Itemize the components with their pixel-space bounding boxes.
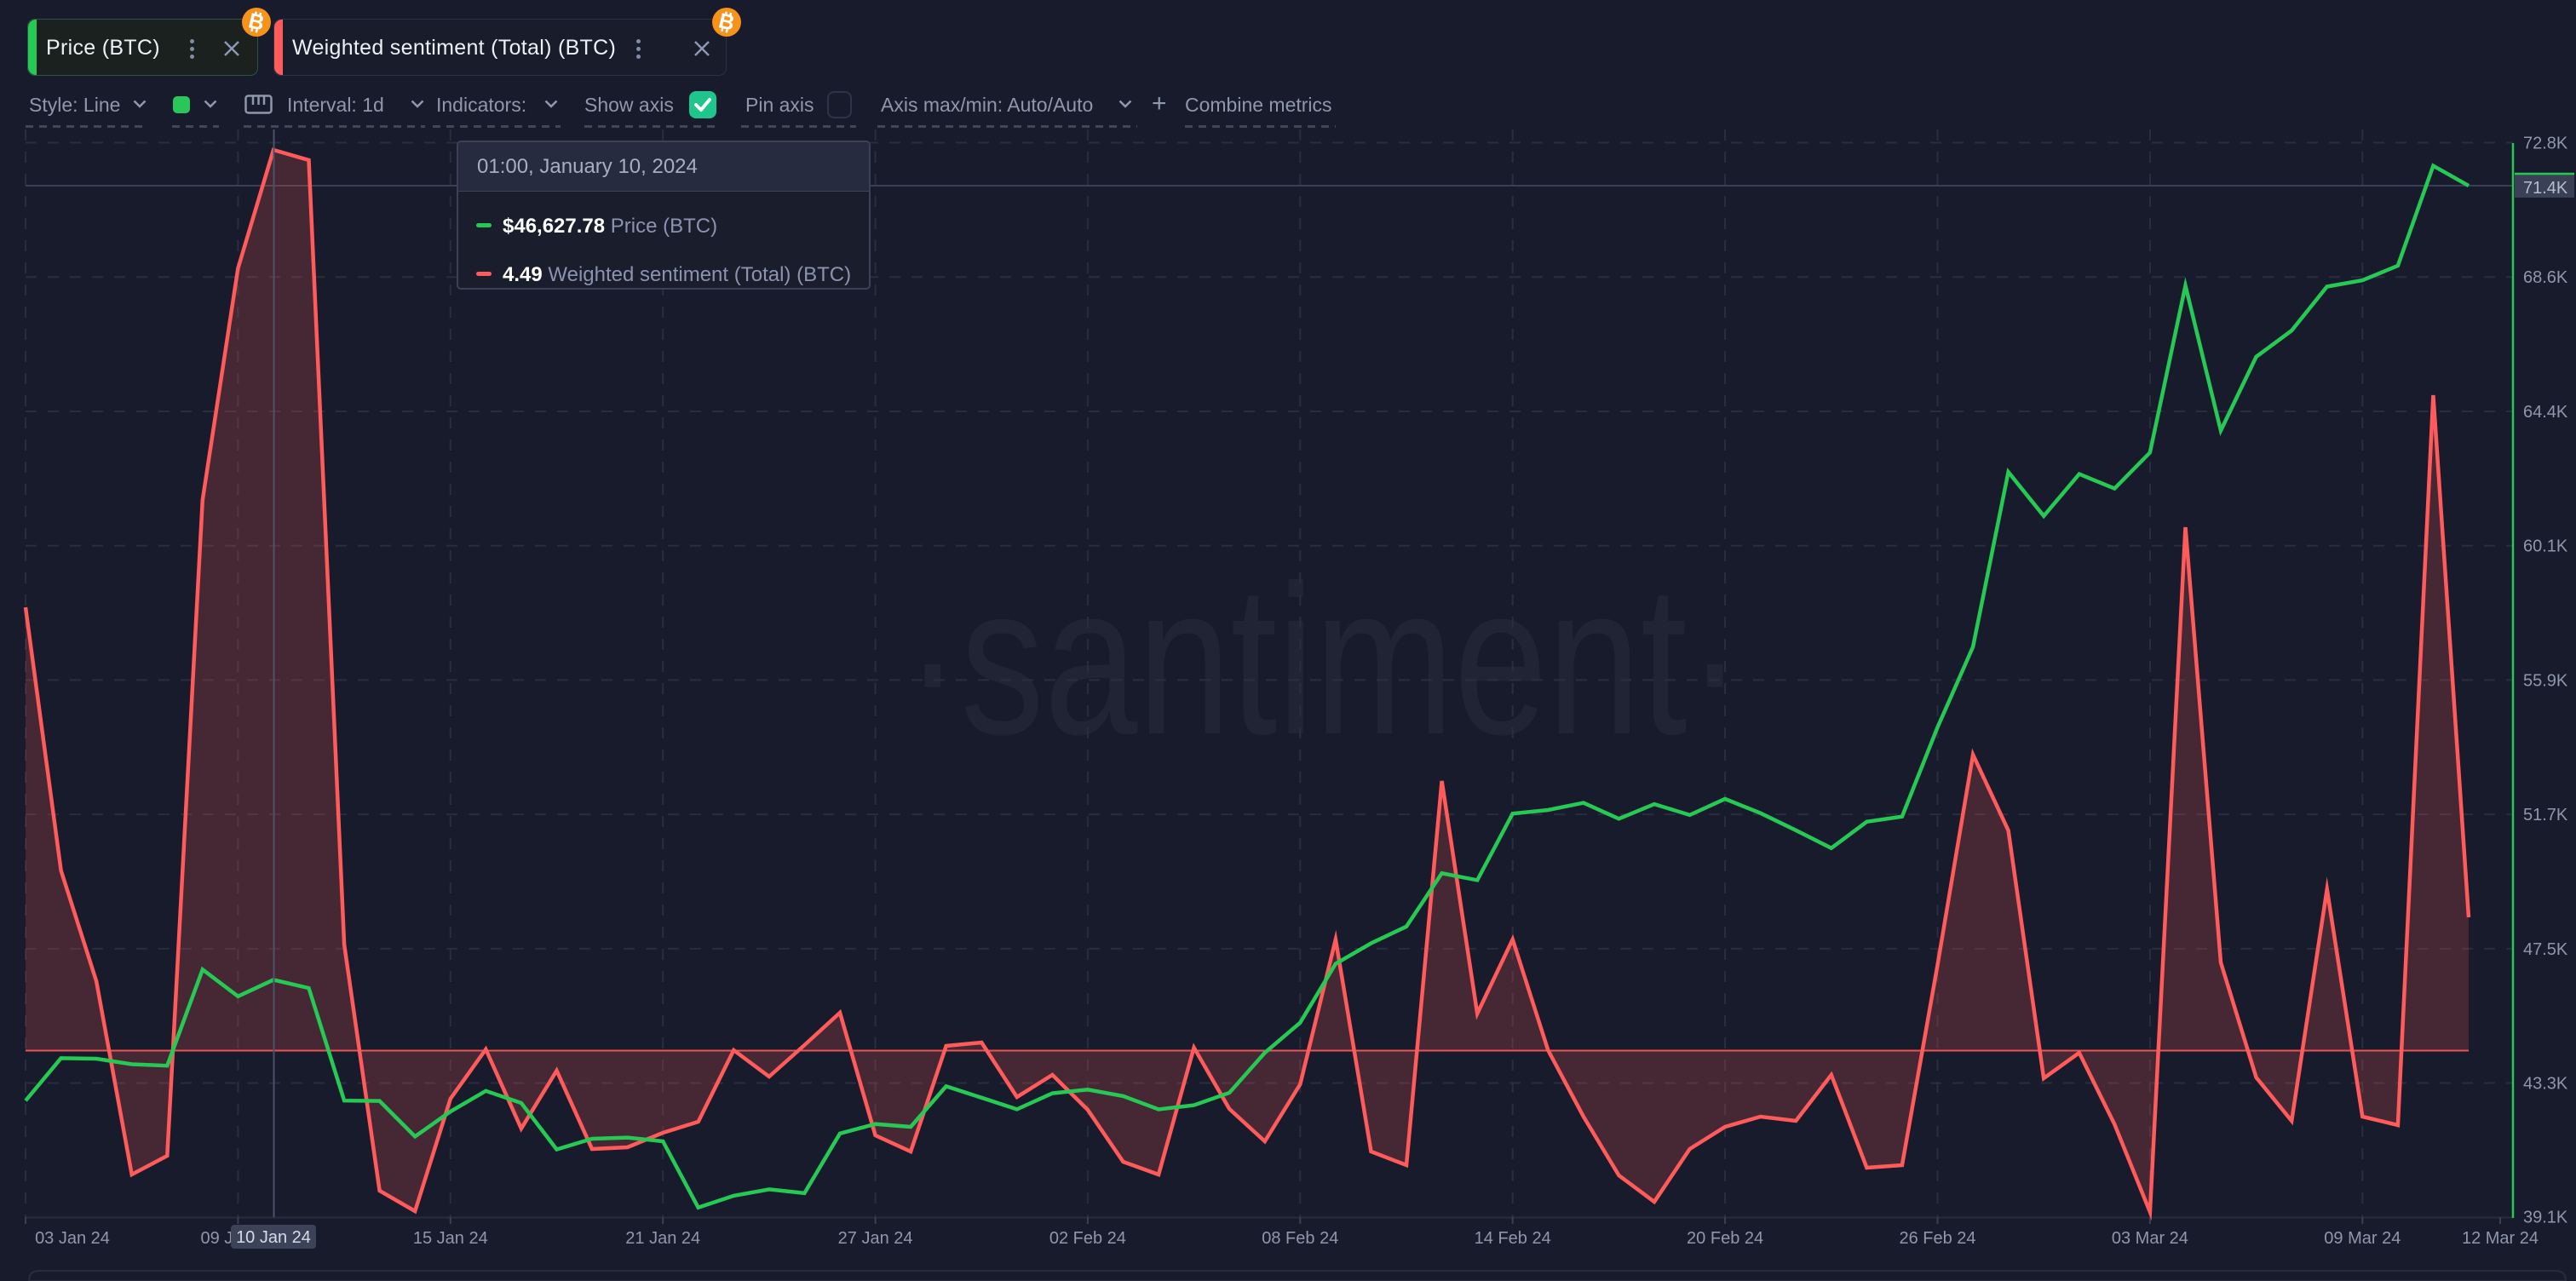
svg-text:27 Jan 24: 27 Jan 24 xyxy=(838,1229,913,1248)
svg-text:12 Mar 24: 12 Mar 24 xyxy=(2462,1229,2539,1248)
svg-text:03 Mar 24: 03 Mar 24 xyxy=(2112,1229,2188,1248)
svg-text:43.3K: 43.3K xyxy=(2523,1075,2568,1094)
svg-text:·santiment·: ·santiment· xyxy=(905,541,1743,778)
svg-text:10 Jan 24: 10 Jan 24 xyxy=(236,1228,311,1247)
svg-text:39.1K: 39.1K xyxy=(2523,1208,2568,1226)
svg-text:72.8K: 72.8K xyxy=(2523,135,2568,153)
svg-text:15 Jan 24: 15 Jan 24 xyxy=(413,1229,488,1248)
svg-text:21 Jan 24: 21 Jan 24 xyxy=(625,1229,700,1248)
svg-text:71.4K: 71.4K xyxy=(2523,179,2568,198)
svg-text:20 Feb 24: 20 Feb 24 xyxy=(1687,1229,1763,1248)
svg-text:64.4K: 64.4K xyxy=(2523,403,2568,422)
svg-text:09 Mar 24: 09 Mar 24 xyxy=(2324,1229,2401,1248)
svg-text:68.6K: 68.6K xyxy=(2523,268,2568,287)
svg-text:47.5K: 47.5K xyxy=(2523,940,2568,959)
svg-text:03 Jan 24: 03 Jan 24 xyxy=(35,1229,110,1248)
svg-text:55.9K: 55.9K xyxy=(2523,671,2568,690)
svg-text:02 Feb 24: 02 Feb 24 xyxy=(1049,1229,1126,1248)
svg-text:14 Feb 24: 14 Feb 24 xyxy=(1475,1229,1551,1248)
svg-text:08 Feb 24: 08 Feb 24 xyxy=(1262,1229,1338,1248)
svg-text:60.1K: 60.1K xyxy=(2523,537,2568,556)
svg-text:26 Feb 24: 26 Feb 24 xyxy=(1899,1229,1975,1248)
svg-text:51.7K: 51.7K xyxy=(2523,806,2568,824)
